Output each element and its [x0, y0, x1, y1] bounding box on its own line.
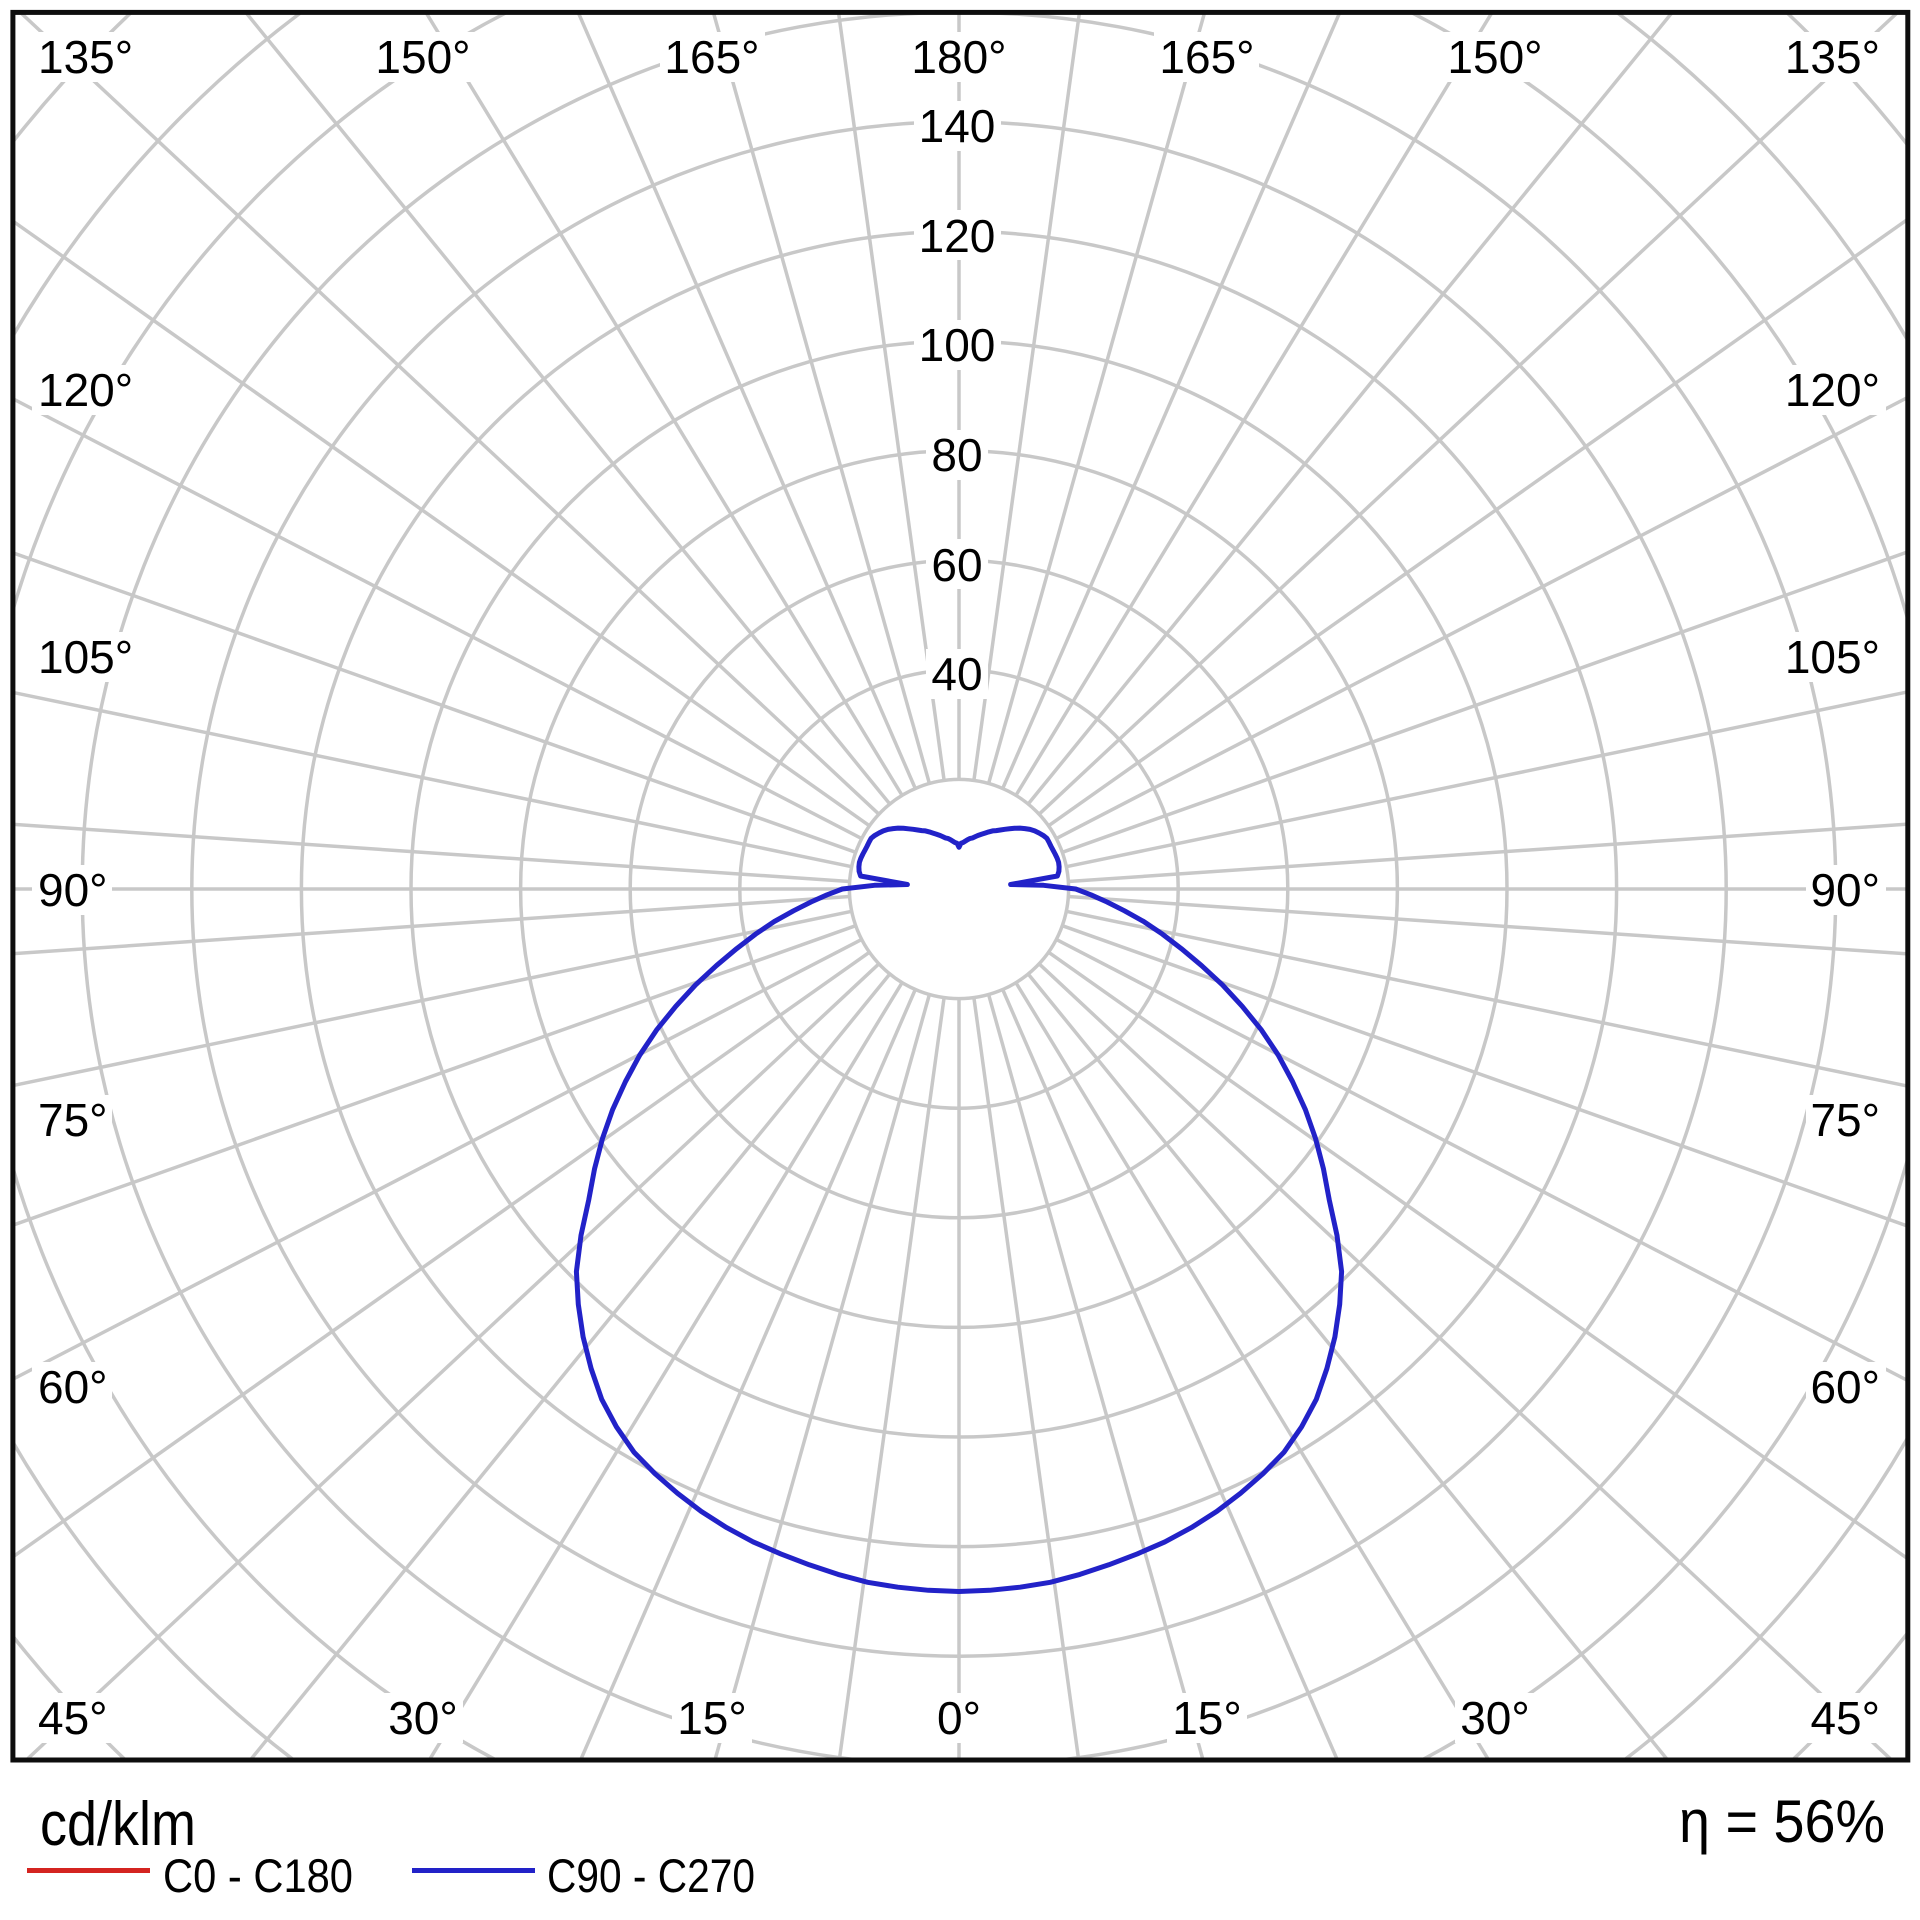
svg-text:105°: 105° — [38, 631, 133, 683]
svg-text:0°: 0° — [937, 1692, 981, 1744]
svg-text:180°: 180° — [911, 31, 1006, 83]
svg-text:30°: 30° — [1460, 1692, 1530, 1744]
svg-text:C0 - C180: C0 - C180 — [163, 1849, 353, 1902]
svg-text:120: 120 — [919, 210, 996, 262]
svg-text:30°: 30° — [388, 1692, 458, 1744]
svg-text:45°: 45° — [38, 1692, 108, 1744]
svg-text:135°: 135° — [38, 31, 133, 83]
svg-text:140: 140 — [919, 100, 996, 152]
svg-text:90°: 90° — [1810, 864, 1880, 916]
svg-text:75°: 75° — [1810, 1094, 1880, 1146]
svg-text:150°: 150° — [375, 31, 470, 83]
svg-text:60: 60 — [931, 539, 982, 591]
svg-text:15°: 15° — [1172, 1692, 1242, 1744]
svg-text:15°: 15° — [677, 1692, 747, 1744]
svg-text:90°: 90° — [38, 864, 108, 916]
svg-text:150°: 150° — [1447, 31, 1542, 83]
svg-text:η = 56%: η = 56% — [1679, 1788, 1885, 1855]
svg-text:120°: 120° — [1785, 364, 1880, 416]
svg-text:cd/klm: cd/klm — [40, 1790, 196, 1859]
svg-text:100: 100 — [919, 319, 996, 371]
svg-text:C90 - C270: C90 - C270 — [547, 1849, 755, 1902]
svg-text:60°: 60° — [1810, 1361, 1880, 1413]
svg-text:165°: 165° — [1159, 31, 1254, 83]
svg-text:75°: 75° — [38, 1094, 108, 1146]
svg-text:45°: 45° — [1810, 1692, 1880, 1744]
svg-text:135°: 135° — [1785, 31, 1880, 83]
svg-text:120°: 120° — [38, 364, 133, 416]
svg-text:165°: 165° — [664, 31, 759, 83]
svg-text:80: 80 — [931, 429, 982, 481]
svg-text:40: 40 — [931, 648, 982, 700]
svg-text:60°: 60° — [38, 1361, 108, 1413]
svg-text:105°: 105° — [1785, 631, 1880, 683]
